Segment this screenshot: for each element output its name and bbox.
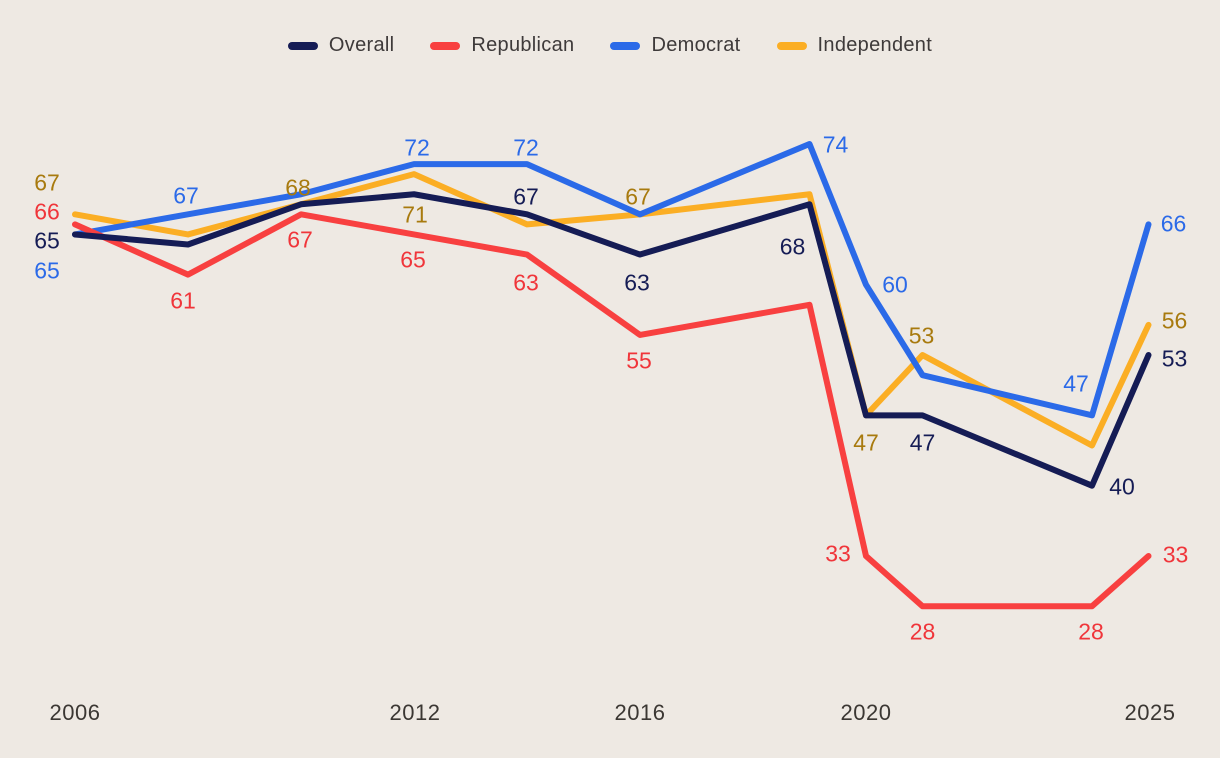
data-label-democrat-2006: 65: [34, 257, 60, 284]
data-label-democrat-2019: 74: [822, 131, 849, 158]
line-independent: [72, 171, 1152, 449]
legend-swatch-independent: [776, 41, 807, 50]
legend-swatch-republican: [430, 41, 461, 50]
data-label-republican-2008: 61: [170, 287, 196, 314]
data-label-democrat-2020: 60: [882, 271, 908, 298]
data-label-overall-2019: 68: [779, 233, 806, 260]
data-label-overall-2016: 63: [624, 269, 650, 296]
line-overall: [72, 191, 1152, 489]
data-label-independent-2010: 68: [285, 174, 311, 201]
data-label-republican-2012: 65: [400, 246, 426, 273]
legend-swatch-democrat: [610, 41, 641, 50]
legend-item-democrat: Democrat: [610, 34, 740, 57]
legend-label-independent: Independent: [817, 34, 933, 56]
data-label-overall-2024: 40: [1109, 473, 1135, 500]
data-label-overall-2021: 47: [909, 429, 936, 456]
data-label-republican-2021: 28: [909, 618, 936, 645]
data-label-overall-2025: 53: [1161, 345, 1188, 372]
data-label-independent-2021: 53: [908, 322, 935, 349]
data-label-republican-2014: 63: [513, 269, 539, 296]
x-tick-2020: 2020: [840, 700, 892, 725]
data-label-overall-2014: 67: [513, 183, 539, 210]
data-label-independent-2020: 47: [853, 429, 879, 456]
legend-swatch-overall: [287, 41, 318, 50]
line-republican: [72, 211, 1152, 610]
data-label-overall-2006: 65: [34, 227, 60, 254]
legend-label-overall: Overall: [328, 34, 395, 56]
x-tick-2016: 2016: [614, 700, 666, 725]
data-label-republican-2020: 33: [825, 540, 851, 567]
legend-item-independent: Independent: [776, 34, 933, 57]
data-label-republican-2024: 28: [1078, 618, 1104, 645]
data-label-democrat-2024: 47: [1063, 370, 1089, 397]
x-tick-2025: 2025: [1124, 700, 1176, 725]
data-label-independent-2016: 67: [625, 183, 651, 210]
legend: Overall Republican Democrat Independent: [0, 34, 1220, 57]
data-label-republican-2010: 67: [287, 226, 313, 253]
data-label-democrat-2008: 67: [173, 182, 199, 209]
data-label-independent-2012: 71: [402, 201, 428, 228]
data-label-democrat-2014: 72: [513, 134, 539, 161]
data-label-republican-2006: 66: [34, 198, 60, 225]
data-label-democrat-2025: 66: [1160, 210, 1187, 237]
data-label-independent-2006: 67: [34, 169, 60, 196]
data-label-independent-2025: 56: [1161, 307, 1188, 334]
legend-item-overall: Overall: [287, 34, 395, 57]
legend-label-democrat: Democrat: [651, 34, 741, 56]
legend-item-republican: Republican: [430, 34, 574, 57]
x-tick-2012: 2012: [389, 700, 441, 725]
legend-label-republican: Republican: [471, 34, 575, 56]
data-label-republican-2025: 33: [1162, 541, 1189, 568]
data-label-democrat-2012: 72: [404, 134, 430, 161]
x-tick-2006: 2006: [49, 700, 101, 725]
line-democrat: [72, 141, 1152, 419]
data-label-republican-2016: 55: [626, 347, 652, 374]
